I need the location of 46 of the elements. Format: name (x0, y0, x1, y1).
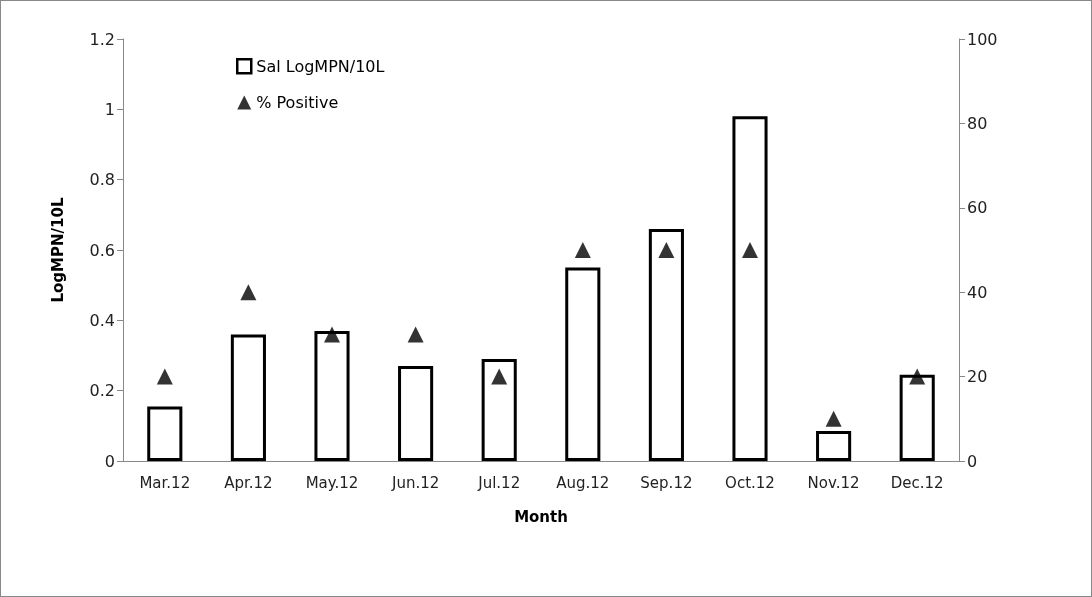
x-tick-label: Oct.12 (725, 473, 775, 492)
bar (147, 406, 183, 461)
legend-label: % Positive (256, 93, 339, 112)
x-tick-label: Mar.12 (139, 473, 191, 492)
bar (314, 330, 350, 461)
point (240, 284, 257, 301)
point (825, 410, 842, 427)
point (491, 368, 508, 385)
x-tick-label: Sep.12 (640, 473, 693, 492)
x-tick-label: Jun.12 (390, 473, 440, 492)
y-tick-label: 1 (104, 99, 115, 119)
point (574, 242, 591, 258)
bar (732, 116, 768, 461)
y-tick-label: 0.4 (89, 310, 115, 330)
x-tick-label: Jul.12 (477, 473, 521, 492)
y-tick-label: 0.8 (89, 170, 115, 190)
y2-tick-label: 80 (967, 113, 988, 133)
bar (816, 431, 852, 461)
x-tick-label: Aug.12 (556, 473, 610, 492)
point (658, 242, 675, 258)
point (324, 326, 340, 343)
point (407, 326, 424, 343)
x-tick-label: May.12 (305, 473, 359, 492)
y-tick-label: 0.2 (89, 381, 115, 401)
bar (648, 228, 684, 461)
x-tick-label: Dec.12 (890, 473, 944, 492)
y2-tick-label: 100 (967, 29, 998, 49)
point (156, 368, 173, 385)
y-tick-label: 0.6 (89, 240, 115, 260)
x-tick-label: Apr.12 (224, 473, 273, 492)
legend-label: Sal LogMPN/10L (256, 56, 385, 76)
x-axis-title: Month (514, 507, 568, 526)
y-tick-label: 0 (104, 451, 115, 471)
bar (481, 359, 517, 461)
y2-tick-label: 0 (967, 451, 978, 471)
bar (398, 366, 434, 461)
y2-tick-label: 40 (967, 282, 988, 302)
y-tick-label: 1.2 (89, 29, 115, 49)
bar (230, 334, 266, 461)
y2-tick-label: 20 (967, 367, 988, 387)
point (909, 368, 926, 385)
point (742, 242, 758, 258)
y2-tick-label: 60 (967, 198, 988, 218)
y-axis-title: LogMPN/10L (48, 197, 67, 303)
x-tick-label: Nov.12 (807, 473, 860, 492)
bar (565, 267, 601, 461)
